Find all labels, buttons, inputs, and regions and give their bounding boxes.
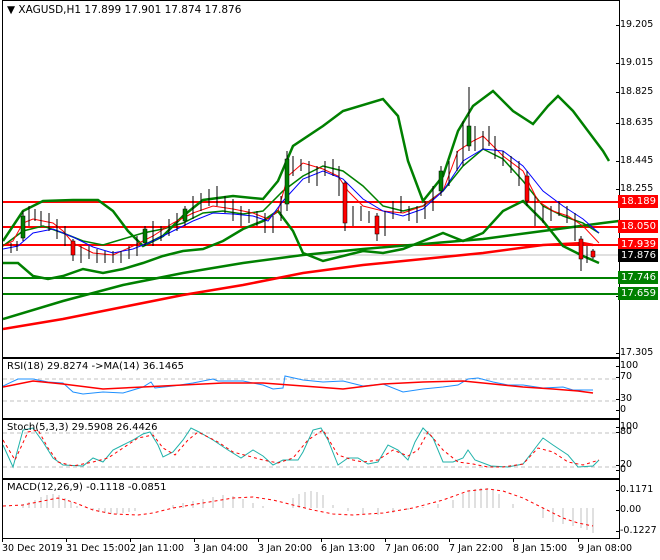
rsi-tick: 70 xyxy=(615,371,633,382)
macd-caption: MACD(12,26,9) -0.1118 -0.0851 xyxy=(7,482,167,493)
time-tick: 7 Jan 06:00 xyxy=(385,538,440,554)
time-tick: 31 Dec 15:00 xyxy=(66,538,130,554)
time-tick: 9 Jan 08:00 xyxy=(578,538,633,554)
rsi-canvas xyxy=(3,375,619,402)
stochastic-axis: 100 80 20 0 xyxy=(615,419,660,477)
resistance-label: 18.050 xyxy=(618,220,658,233)
price-chart-canvas xyxy=(3,87,619,331)
stoch-tick: 0 xyxy=(615,464,627,475)
stochastic-caption: Stoch(5,3,3) 29.5908 26.4426 xyxy=(7,422,158,433)
support-label: 17.659 xyxy=(618,287,658,300)
stochastic-canvas xyxy=(3,427,619,469)
time-tick: 3 Jan 20:00 xyxy=(258,538,313,554)
resistance-label: 17.939 xyxy=(618,238,658,251)
time-tick: 3 Jan 04:00 xyxy=(194,538,249,554)
price-chart-pane[interactable]: ▼ XAGUSD,H1 17.899 17.901 17.874 17.876 xyxy=(2,0,620,358)
price-tick: 18.255 xyxy=(615,183,654,194)
price-tick: 19.205 xyxy=(615,19,654,30)
time-tick: 8 Jan 15:00 xyxy=(513,538,568,554)
macd-tick: 0.00 xyxy=(615,504,642,515)
macd-tick: 0.1171 xyxy=(615,484,654,495)
rsi-tick: 30 xyxy=(615,393,633,404)
price-axis: 19.205 19.015 18.825 18.635 18.445 18.25… xyxy=(615,0,660,358)
symbol-caption: ▼ XAGUSD,H1 17.899 17.901 17.874 17.876 xyxy=(7,4,241,16)
rsi-tick: 100 xyxy=(615,360,639,371)
resistance-label: 18.189 xyxy=(618,195,658,208)
macd-canvas xyxy=(3,488,594,533)
rsi-axis: 100 70 30 0 xyxy=(615,358,660,417)
time-tick: 30 Dec 2019 xyxy=(2,538,63,554)
stoch-tick: 100 xyxy=(615,421,639,432)
time-tick: 6 Jan 13:00 xyxy=(321,538,376,554)
symbol-ohlc: XAGUSD,H1 17.899 17.901 17.874 17.876 xyxy=(18,4,242,16)
stoch-tick: 20 xyxy=(615,459,633,470)
price-tick: 17.305 xyxy=(615,347,654,358)
macd-pane[interactable]: MACD(12,26,9) -0.1118 -0.0851 xyxy=(2,479,620,539)
price-tick: 18.445 xyxy=(615,155,654,166)
stoch-tick: 80 xyxy=(615,426,633,437)
time-tick: 2 Jan 11:00 xyxy=(130,538,185,554)
current-price-label: 17.876 xyxy=(618,249,658,262)
price-tick: 18.825 xyxy=(615,86,654,97)
stochastic-pane[interactable]: Stoch(5,3,3) 29.5908 26.4426 xyxy=(2,419,620,479)
rsi-tick: 0 xyxy=(615,404,627,415)
macd-tick: -0.1227 xyxy=(616,525,657,536)
rsi-pane[interactable]: RSI(18) 29.8274 ->MA(14) 36.1465 xyxy=(2,358,620,419)
support-label: 17.746 xyxy=(618,271,658,284)
price-tick: 18.635 xyxy=(615,117,654,128)
price-tick: 19.015 xyxy=(615,57,654,68)
macd-axis: 0.1171 0.00 -0.1227 xyxy=(615,479,660,537)
rsi-caption: RSI(18) 29.8274 ->MA(14) 36.1465 xyxy=(7,361,184,372)
time-axis: 30 Dec 2019 31 Dec 15:00 2 Jan 11:00 3 J… xyxy=(0,538,660,560)
time-tick: 7 Jan 22:00 xyxy=(449,538,504,554)
collapse-triangle-icon[interactable]: ▼ xyxy=(7,4,16,16)
